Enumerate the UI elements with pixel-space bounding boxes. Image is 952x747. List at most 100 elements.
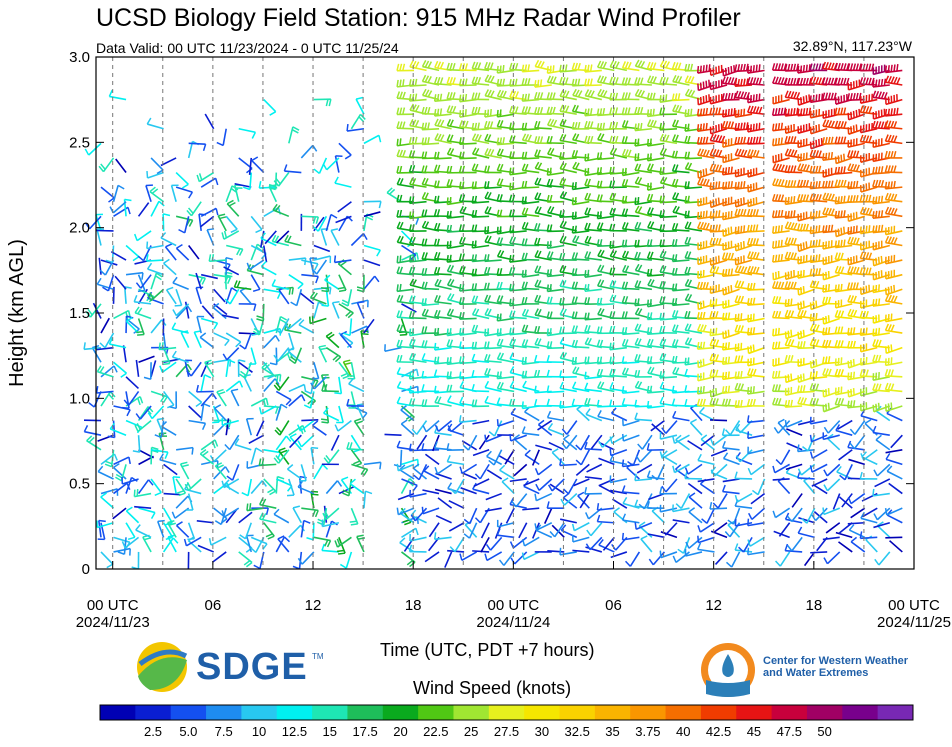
wind-barb-flag xyxy=(496,148,502,156)
wind-barb-staff xyxy=(226,244,243,251)
wind-barb-flag xyxy=(624,265,630,273)
wind-barb-flag xyxy=(496,163,501,171)
wind-barb-staff xyxy=(572,167,590,174)
wind-barb-flag xyxy=(674,254,678,262)
wind-barb-flag xyxy=(777,240,780,248)
wind-barb-flag xyxy=(787,374,790,382)
wind-barb-staff xyxy=(113,482,128,495)
wind-barb-flag xyxy=(87,308,93,316)
wind-barb-staff xyxy=(255,420,265,437)
wind-barb-flag xyxy=(755,94,758,102)
wind-barb-flag xyxy=(412,484,418,492)
wind-barb-staff xyxy=(572,345,590,349)
wind-barb-flag xyxy=(852,400,856,408)
wind-barb-staff xyxy=(635,343,653,349)
wind-barb-flag xyxy=(852,195,856,203)
wind-barb-flag xyxy=(784,237,789,245)
wind-barb-flag xyxy=(790,91,795,99)
wind-barb-staff xyxy=(434,257,452,261)
wind-barb-flag xyxy=(634,221,639,229)
wind-barb-flag xyxy=(672,410,677,418)
wind-barb-staff xyxy=(612,498,628,509)
wind-barb-flag xyxy=(458,165,463,173)
wind-barb-flag xyxy=(499,328,502,336)
wind-barb-flag xyxy=(226,199,234,205)
wind-barb-staff xyxy=(785,344,803,349)
wind-barb-flag xyxy=(834,166,838,175)
wind-barb-flag xyxy=(677,93,681,101)
wind-barb-flag xyxy=(449,265,455,273)
wind-barb-flag xyxy=(797,331,800,339)
wind-barb-flag xyxy=(408,266,413,274)
wind-barb-flag xyxy=(321,287,329,290)
wind-barb-flag xyxy=(637,89,643,97)
wind-barb-flag xyxy=(697,177,702,185)
wind-barb-flag xyxy=(186,209,193,217)
wind-barb-flag xyxy=(565,105,570,113)
wind-barb-flag xyxy=(722,68,725,76)
wind-barb-flag xyxy=(336,549,345,553)
wind-barb-staff xyxy=(96,521,114,529)
wind-barb-staff xyxy=(250,243,259,261)
wind-barb-staff xyxy=(798,288,815,296)
wind-barb-flag xyxy=(552,76,557,84)
wind-barb-staff xyxy=(337,419,352,432)
wind-barb-flag xyxy=(508,267,513,275)
wind-barb-staff xyxy=(397,463,415,472)
wind-barb-flag xyxy=(634,307,640,315)
wind-barb-flag xyxy=(585,543,591,551)
wind-barb-staff xyxy=(434,284,452,291)
wind-barb-flag xyxy=(600,89,605,97)
wind-barb-staff xyxy=(422,507,440,515)
wind-barb-flag xyxy=(459,206,464,213)
wind-barb-flag xyxy=(288,287,292,295)
wind-barb-flag xyxy=(649,221,655,229)
wind-barb-flag xyxy=(747,95,750,103)
wind-barb-flag xyxy=(621,107,625,115)
wind-barb-flag xyxy=(499,178,504,186)
wind-barb-flag xyxy=(255,447,263,453)
wind-barb-staff xyxy=(175,495,189,509)
wind-barb-staff xyxy=(635,313,653,320)
wind-barb-flag xyxy=(837,166,841,174)
wind-barb-flag xyxy=(396,177,401,185)
wind-barb-flag xyxy=(534,177,539,185)
wind-barb-flag xyxy=(458,181,462,189)
wind-barb-flag xyxy=(671,134,676,142)
wind-barb-flag xyxy=(421,220,427,228)
wind-barb-flag xyxy=(774,370,778,378)
wind-barb-staff xyxy=(409,142,427,145)
wind-barb-flag xyxy=(449,148,455,156)
wind-barb-flag xyxy=(571,252,576,260)
wind-barb-flag xyxy=(224,339,230,347)
wind-barb-flag xyxy=(399,209,403,218)
wind-barb-staff xyxy=(448,522,465,532)
wind-barb-staff xyxy=(825,522,841,534)
wind-barb-flag xyxy=(743,181,746,189)
wind-barb-flag xyxy=(402,107,406,115)
wind-barb-flag xyxy=(290,301,298,307)
wind-barb-staff xyxy=(547,346,565,350)
wind-barb-flag xyxy=(524,196,527,204)
wind-barb-flag xyxy=(267,375,275,380)
wind-barb-staff xyxy=(580,434,590,451)
wind-barb-staff xyxy=(331,302,340,319)
wind-barb-flag xyxy=(458,356,462,364)
wind-barb-staff xyxy=(401,303,417,313)
wind-barb-flag xyxy=(458,341,462,349)
wind-barb-flag xyxy=(699,221,705,229)
wind-barb-staff xyxy=(597,215,615,220)
wind-barb-flag xyxy=(584,441,588,450)
wind-barb-flag xyxy=(167,534,175,538)
wind-barb-flag xyxy=(365,216,373,221)
wind-barb-staff xyxy=(175,478,187,494)
wind-barb-flag xyxy=(635,455,641,463)
wind-barb-flag xyxy=(747,518,750,526)
wind-barb-flag xyxy=(809,268,813,276)
wind-barb-flag xyxy=(780,209,784,218)
wind-barb-flag xyxy=(627,61,632,70)
wind-barb-flag xyxy=(646,400,650,409)
wind-barb-flag xyxy=(496,249,502,257)
wind-barb-flag xyxy=(499,109,502,117)
wind-barb-flag xyxy=(771,254,775,263)
